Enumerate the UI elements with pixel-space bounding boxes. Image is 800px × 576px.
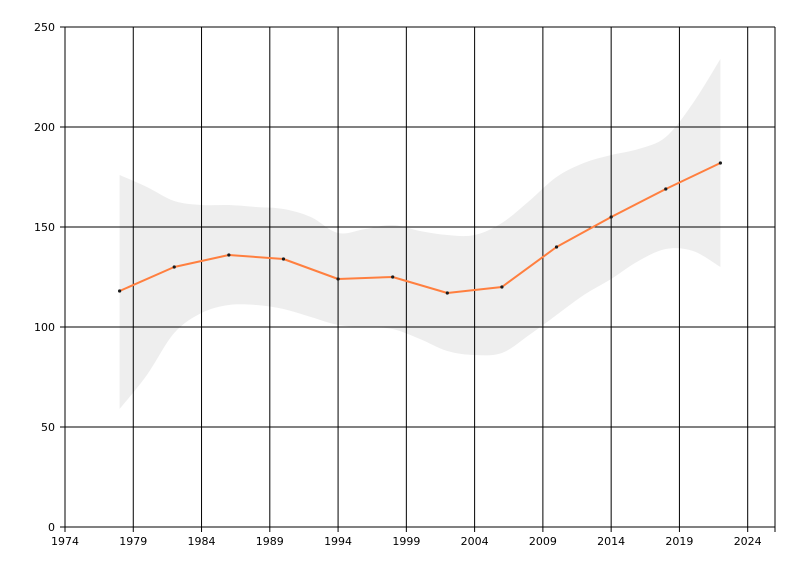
x-tick-label: 1979	[119, 535, 147, 548]
x-tick-label: 2019	[665, 535, 693, 548]
data-point	[554, 245, 559, 249]
x-tick-label: 2014	[597, 535, 625, 548]
data-point	[500, 285, 504, 289]
data-points	[118, 161, 722, 295]
data-point	[609, 215, 613, 219]
x-tick-label: 1999	[392, 535, 420, 548]
x-tick-label: 2004	[461, 535, 489, 548]
y-tick-label: 0	[48, 521, 55, 534]
confidence-band-layer	[119, 59, 721, 409]
x-tick-label: 2009	[529, 535, 557, 548]
x-tick-label: 1994	[324, 535, 352, 548]
y-tick-label: 50	[41, 421, 55, 434]
data-point	[664, 187, 668, 191]
y-tick-label: 100	[34, 321, 55, 334]
x-tick-label: 1984	[188, 535, 216, 548]
x-tick-label: 1974	[51, 535, 79, 548]
data-point	[391, 275, 395, 279]
axes	[64, 27, 775, 528]
y-tick-label: 150	[34, 221, 55, 234]
y-tick-label: 250	[34, 21, 55, 34]
data-point	[281, 257, 286, 261]
data-point	[336, 277, 340, 281]
y-tick-label: 200	[34, 121, 55, 134]
series-line	[119, 162, 721, 294]
data-point	[718, 161, 722, 165]
data-point	[172, 265, 176, 269]
series-line-layer	[119, 162, 721, 294]
x-tick-label: 2024	[734, 535, 762, 548]
data-point	[118, 289, 122, 293]
data-point	[227, 253, 231, 257]
x-tick-label: 1989	[256, 535, 284, 548]
data-point	[445, 291, 449, 295]
tick-labels: 1974 1979 1984 1989 1994 1999 2004 2009 2014 2019…	[34, 21, 762, 548]
confidence-band	[119, 59, 721, 409]
